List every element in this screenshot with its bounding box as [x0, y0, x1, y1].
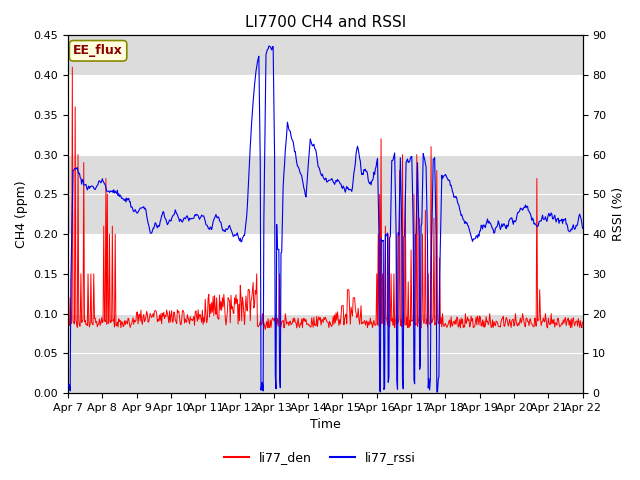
Y-axis label: CH4 (ppm): CH4 (ppm): [15, 180, 28, 248]
Text: EE_flux: EE_flux: [73, 44, 123, 57]
Y-axis label: RSSI (%): RSSI (%): [612, 187, 625, 241]
Legend: li77_den, li77_rssi: li77_den, li77_rssi: [219, 446, 421, 469]
Bar: [68, 0, 582, 75]
Title: LI7700 CH4 and RSSI: LI7700 CH4 and RSSI: [244, 15, 406, 30]
Bar: [68, 313, 582, 393]
Bar: [68, 155, 582, 234]
X-axis label: Time: Time: [310, 419, 340, 432]
